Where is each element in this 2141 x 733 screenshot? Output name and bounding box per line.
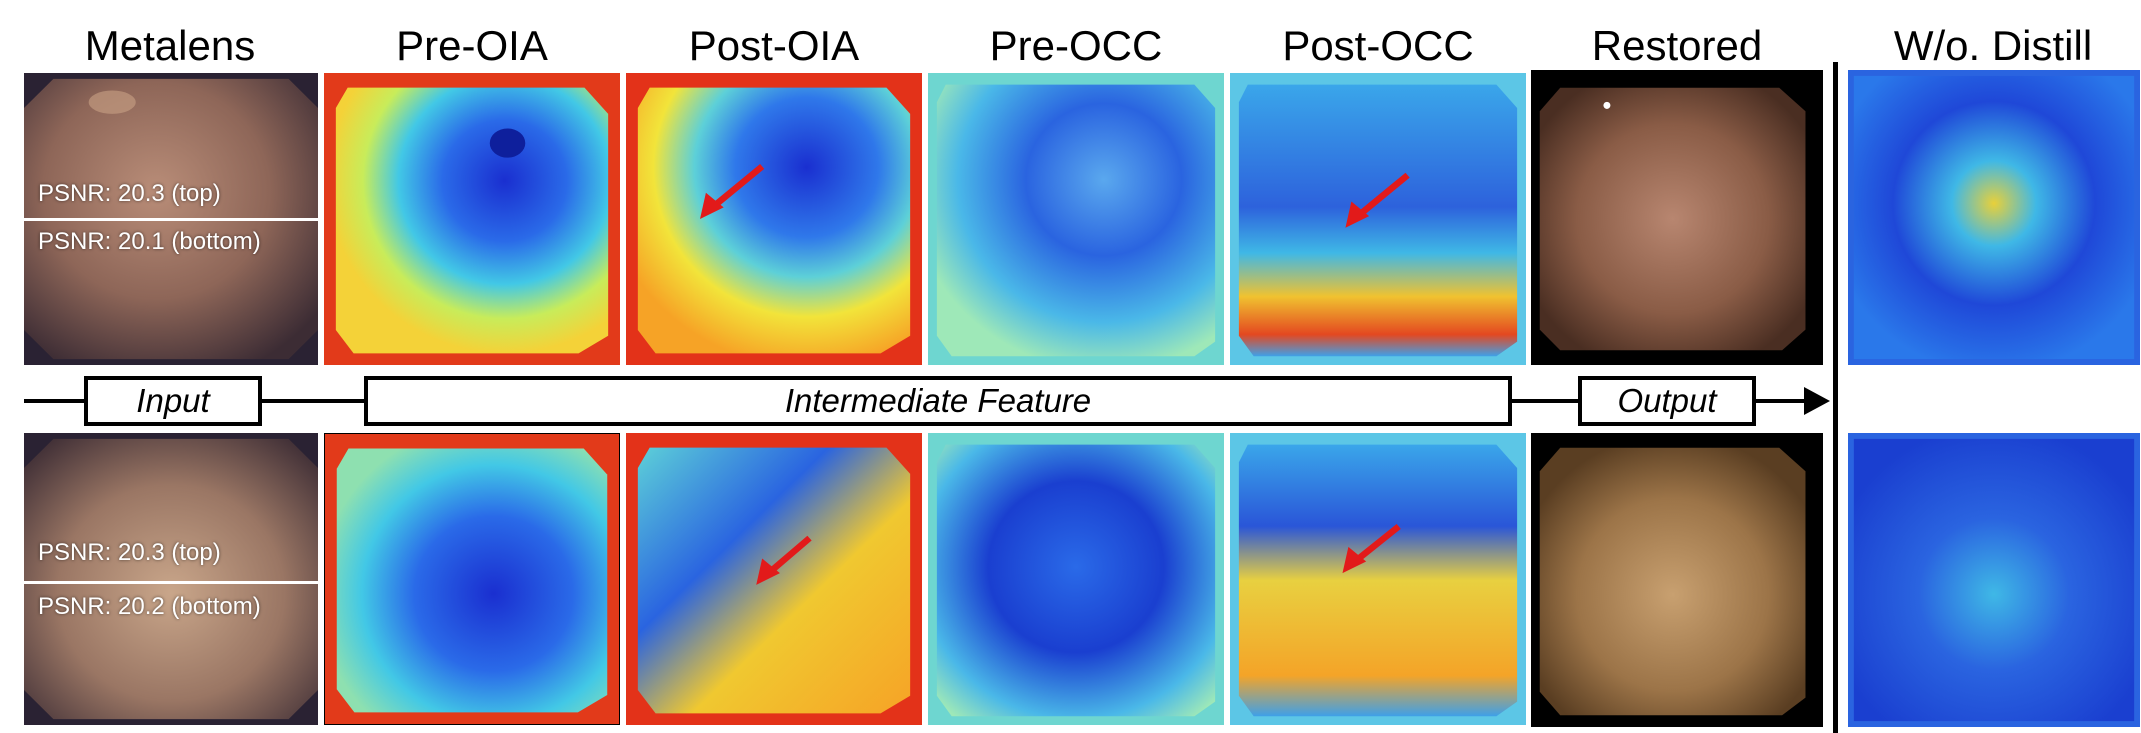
wo-distill-feature-map-bottom: [1848, 433, 2140, 727]
psnr-bottom-label: PSNR: 20.1 (bottom): [38, 228, 261, 255]
column-title-post-oia: Post-OIA: [688, 22, 860, 69]
column-title-wo-distill: W/o. Distill: [1893, 22, 2093, 69]
column-title-pre-oia: Pre-OIA: [396, 22, 548, 69]
input-label-box: Input: [84, 376, 262, 426]
column-title-restored: Restored: [1591, 22, 1763, 69]
pre-oia-feature-map-bottom: [324, 433, 620, 725]
psnr-top-label: PSNR: 20.3 (top): [38, 539, 221, 566]
pre-oia-feature-map-top: [324, 73, 620, 365]
psnr-top-label: PSNR: 20.3 (top): [38, 180, 221, 207]
post-oia-feature-map-top: [626, 73, 922, 365]
post-occ-feature-map-top: [1230, 73, 1526, 365]
psnr-divider: [24, 581, 318, 584]
intermediate-feature-label-box: Intermediate Feature: [364, 376, 1512, 426]
psnr-divider: [24, 218, 318, 221]
pre-occ-feature-map-bottom: [928, 433, 1224, 725]
restored-image-top: [1531, 70, 1823, 365]
column-title-post-occ: Post-OCC: [1282, 22, 1474, 69]
restored-image-bottom: [1531, 433, 1823, 727]
wo-distill-feature-map-top: [1848, 70, 2140, 365]
column-title-pre-occ: Pre-OCC: [989, 22, 1163, 69]
flow-arrowhead-icon: [1804, 387, 1830, 415]
metalens-input-image-top: PSNR: 20.3 (top) PSNR: 20.1 (bottom): [24, 73, 318, 365]
psnr-bottom-label: PSNR: 20.2 (bottom): [38, 593, 261, 620]
output-label-box: Output: [1578, 376, 1756, 426]
column-title-metalens: Metalens: [84, 22, 256, 69]
vertical-divider: [1833, 62, 1838, 733]
post-occ-feature-map-bottom: [1230, 433, 1526, 725]
pre-occ-feature-map-top: [928, 73, 1224, 365]
post-oia-feature-map-bottom: [626, 433, 922, 725]
metalens-input-image-bottom: PSNR: 20.3 (top) PSNR: 20.2 (bottom): [24, 433, 318, 725]
